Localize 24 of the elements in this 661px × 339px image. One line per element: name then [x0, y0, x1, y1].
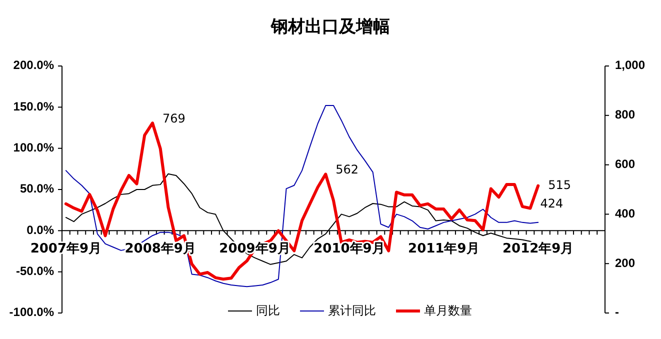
y-tick-label: -50.0% [16, 264, 54, 278]
y-tick-label: 100.0% [13, 140, 54, 155]
y-tick-label: 150.0% [13, 99, 54, 114]
y2-tick-label: - [615, 305, 619, 320]
legend-label: 累计同比 [328, 303, 376, 318]
y2-tick-label: 600 [615, 156, 636, 171]
y2-tick-label: 800 [615, 108, 636, 122]
data-label: 424 [540, 196, 564, 211]
x-tick-label: 2012年9月 [502, 242, 574, 257]
chart-title: 钢材出口及增幅 [270, 17, 390, 37]
data-label: 562 [336, 162, 359, 176]
legend-label: 同比 [256, 303, 280, 318]
legend-label: 单月数量 [424, 303, 472, 318]
y2-tick-label: 400 [615, 206, 636, 220]
y-tick-label: 200.0% [13, 58, 54, 72]
x-tick-label: 2011年9月 [408, 242, 480, 257]
x-tick-label: 2010年9月 [314, 242, 385, 257]
y2-tick-label: 200 [615, 256, 636, 270]
data-label: 769 [162, 111, 186, 126]
y2-tick-label: 1,000 [615, 58, 646, 72]
y-tick-label: 0.0% [26, 222, 54, 237]
y-tick-label: 50.0% [20, 182, 54, 196]
data-label: 515 [548, 178, 572, 192]
y-tick-label: -100.0% [9, 305, 54, 320]
